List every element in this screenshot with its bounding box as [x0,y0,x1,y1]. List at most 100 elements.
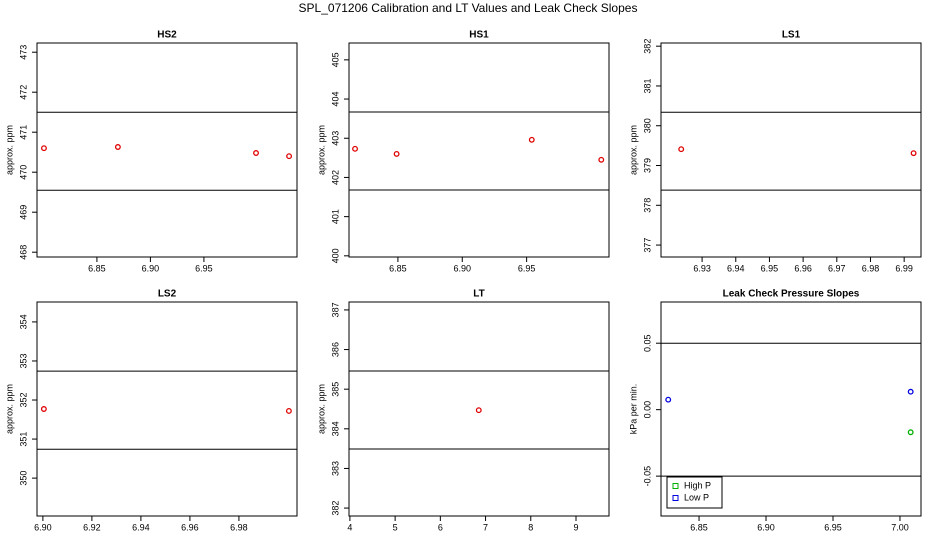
x-tick-label: 5 [393,522,398,532]
legend-label: Low P [684,492,709,502]
y-tick-label: 380 [642,118,652,133]
y-tick-label: 382 [642,39,652,54]
y-tick-label: 469 [18,205,28,220]
y-tick-label: 403 [330,131,340,146]
y-tick-label: 400 [330,248,340,263]
data-point [40,406,47,412]
x-tick-label: 6.90 [142,263,160,273]
panel-title: LT [473,289,484,300]
data-point [678,146,685,153]
x-tick-label: 6 [438,522,443,532]
x-tick-label: 6.93 [693,263,711,273]
x-tick-label: 6.85 [88,263,106,273]
y-tick-label: 401 [330,209,340,224]
data-point [393,150,400,157]
plot-frame [348,42,610,258]
x-tick-label: 6.90 [757,522,775,532]
y-tick-label: 402 [330,170,340,185]
data-point [910,150,917,157]
y-tick-label: 470 [18,165,28,180]
y-tick-label: 381 [642,78,652,93]
panel-title: HS1 [469,30,489,41]
y-tick-label: 382 [330,501,340,516]
data-point [528,136,535,143]
x-tick-label: 8 [528,522,533,532]
x-tick-label: 6.98 [230,522,248,532]
data-point [352,145,358,152]
y-tick-label: 353 [18,353,28,368]
x-tick-label: 6.96 [181,522,199,532]
panel-title: LS1 [782,30,801,41]
data-point [665,396,672,403]
x-tick-label: 7 [483,522,488,532]
y-axis-label: approx. ppm [4,125,14,175]
y-tick-label: 0.00 [642,401,652,419]
plot-frame [36,42,298,258]
y-axis-label: approx. ppm [316,384,326,434]
y-axis-label: approx. ppm [628,125,638,175]
y-tick-label: 378 [642,198,652,213]
x-tick-label: 6.96 [794,263,812,273]
plot-frame [36,301,298,517]
plot-frame [348,301,610,517]
data-point [41,145,47,152]
x-tick-label: 6.98 [862,263,880,273]
y-tick-label: 377 [642,238,652,253]
x-tick-label: 6.97 [828,263,846,273]
y-tick-label: 0.05 [642,334,652,352]
y-tick-label: 352 [18,393,28,408]
panel-title: Leak Check Pressure Slopes [723,289,860,300]
legend-swatch [672,483,679,489]
data-point [114,144,121,150]
y-tick-label: 387 [330,302,340,317]
legend-label: High P [684,480,711,490]
panel-title: LS2 [158,289,177,300]
y-axis-label: kPa per min. [628,384,638,435]
x-tick-label: 6.99 [895,263,913,273]
x-tick-label: 6.95 [195,263,213,273]
x-tick-label: 6.95 [824,522,842,532]
y-tick-label: 405 [330,52,340,67]
plot-frame [660,301,922,517]
data-point [907,388,914,395]
y-tick-label: 385 [330,382,340,397]
data-point [907,429,914,436]
x-tick-label: 6.90 [34,522,52,532]
y-tick-label: 383 [330,461,340,476]
x-tick-label: 4 [347,522,352,532]
y-tick-label: 386 [330,342,340,357]
data-point [253,150,259,156]
data-point [475,407,482,414]
x-tick-label: 6.94 [727,263,745,273]
x-tick-label: 9 [573,522,578,532]
y-tick-label: 472 [18,85,28,100]
y-tick-label: 350 [18,471,28,486]
legend-box [666,476,723,509]
x-tick-label: 6.90 [454,263,472,273]
x-tick-label: 6.92 [83,522,101,532]
figure-title: SPL_071206 Calibration and LT Values and… [299,1,638,15]
data-point [598,156,605,163]
y-tick-label: 471 [18,125,28,140]
plot-frame [660,42,922,258]
y-tick-label: 473 [18,45,28,60]
y-tick-label: 351 [18,432,28,447]
y-tick-label: 379 [642,158,652,173]
data-point [286,153,293,160]
y-tick-label: -0.05 [642,466,652,487]
x-tick-label: 7.00 [891,522,909,532]
y-axis-label: approx. ppm [4,384,14,434]
x-tick-label: 6.85 [690,522,708,532]
data-point [285,408,292,414]
x-tick-label: 6.95 [518,263,536,273]
panel-title: HS2 [157,30,177,41]
y-tick-label: 404 [330,92,340,107]
y-tick-label: 468 [18,245,28,260]
legend-swatch [672,495,679,501]
y-axis-label: approx. ppm [316,125,326,175]
x-tick-label: 6.94 [132,522,150,532]
x-tick-label: 6.85 [389,263,407,273]
y-tick-label: 384 [330,421,340,436]
x-tick-label: 6.95 [761,263,779,273]
